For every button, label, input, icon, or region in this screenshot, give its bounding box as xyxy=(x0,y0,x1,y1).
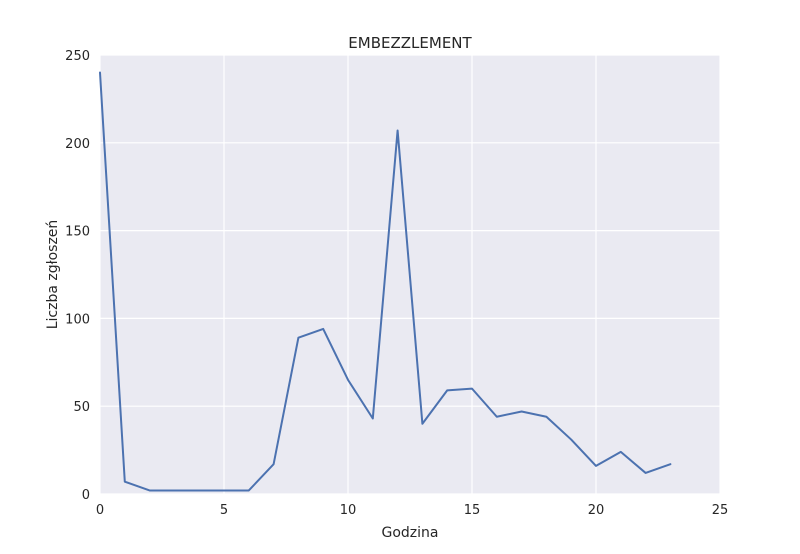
chart-title: EMBEZZLEMENT xyxy=(348,34,472,52)
x-tick-label: 15 xyxy=(464,503,481,518)
series-group xyxy=(99,71,672,492)
y-tick-label: 0 xyxy=(82,488,90,503)
y-tick-label: 50 xyxy=(73,400,90,415)
y-axis-label: Liczba zgłoszeń xyxy=(45,220,61,330)
series-line xyxy=(99,71,672,492)
x-tick-label: 5 xyxy=(220,503,228,518)
y-tick-label: 250 xyxy=(65,49,90,64)
y-tick-label: 150 xyxy=(65,225,90,240)
x-tick-label: 25 xyxy=(712,503,729,518)
grid-lines xyxy=(99,54,721,495)
x-tick-label: 20 xyxy=(588,503,605,518)
y-tick-label: 200 xyxy=(65,137,90,152)
x-tick-label: 10 xyxy=(340,503,357,518)
x-axis-label: Godzina xyxy=(382,525,439,541)
x-tick-label: 0 xyxy=(96,503,104,518)
y-tick-label: 100 xyxy=(65,312,90,327)
